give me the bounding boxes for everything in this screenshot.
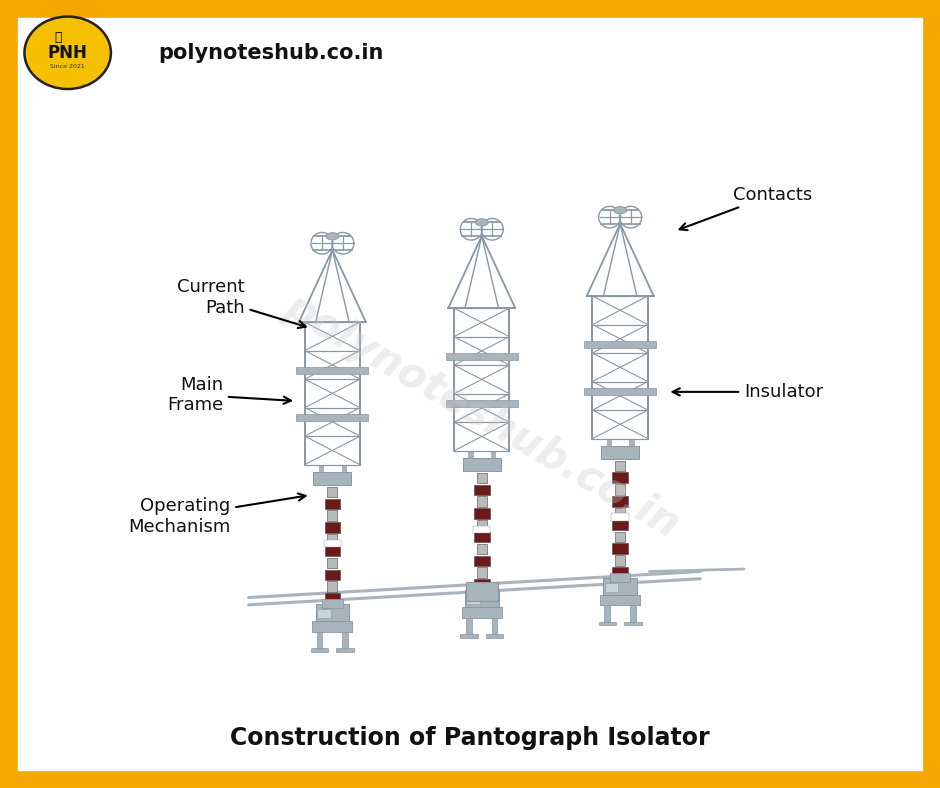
Bar (327, 582, 337, 592)
Bar (584, 341, 656, 348)
Bar (612, 520, 628, 530)
Bar (466, 595, 479, 604)
Bar (599, 622, 616, 626)
Text: PNH: PNH (48, 44, 87, 61)
Bar (465, 582, 498, 600)
Bar (324, 546, 340, 556)
Text: Contacts: Contacts (680, 186, 812, 230)
Text: polynoteshub.co.in: polynoteshub.co.in (277, 286, 686, 547)
Bar (611, 514, 629, 521)
Bar (486, 634, 503, 637)
Bar (319, 465, 323, 472)
Bar (624, 622, 642, 626)
Bar (584, 388, 656, 395)
Bar (327, 534, 337, 545)
Bar (477, 496, 487, 507)
Text: Since 2021: Since 2021 (51, 65, 85, 69)
Bar (474, 579, 490, 589)
Bar (473, 526, 491, 533)
Bar (604, 583, 619, 592)
Bar (324, 499, 340, 509)
Bar (610, 573, 631, 582)
Bar (602, 446, 639, 459)
Bar (342, 631, 348, 649)
Bar (477, 473, 487, 483)
Bar (612, 473, 628, 483)
Bar (465, 589, 498, 607)
Bar (296, 414, 368, 422)
Bar (341, 465, 346, 472)
Bar (491, 451, 495, 458)
Bar (477, 567, 487, 578)
Bar (603, 578, 637, 594)
Bar (492, 618, 497, 634)
Bar (327, 558, 337, 568)
Text: polynoteshub.co.in: polynoteshub.co.in (158, 43, 384, 63)
Bar (461, 634, 478, 637)
Bar (446, 353, 518, 360)
Bar (474, 485, 490, 495)
Bar (474, 508, 490, 519)
Bar (630, 605, 635, 623)
Bar (327, 511, 337, 521)
Bar (615, 556, 625, 566)
Bar (327, 487, 337, 497)
Text: 🎓: 🎓 (55, 31, 62, 43)
Bar (324, 522, 340, 533)
Bar (323, 540, 341, 547)
Bar (462, 607, 502, 618)
Bar (630, 439, 634, 446)
Bar (312, 621, 352, 631)
Bar (477, 544, 487, 554)
Bar (311, 648, 328, 652)
Text: Current
Path: Current Path (178, 278, 306, 328)
Bar (462, 458, 501, 471)
Bar (446, 400, 518, 407)
Bar (317, 631, 322, 649)
Bar (296, 367, 368, 374)
Bar (474, 556, 490, 566)
Bar (474, 532, 490, 542)
Bar (313, 472, 352, 485)
Bar (615, 485, 625, 495)
Bar (615, 508, 625, 519)
Bar (322, 599, 342, 608)
Bar (612, 544, 628, 554)
Bar (337, 648, 354, 652)
Bar (604, 605, 610, 623)
Bar (612, 567, 628, 578)
Text: Main
Frame: Main Frame (167, 376, 290, 414)
Bar (317, 609, 331, 619)
Bar (324, 593, 340, 604)
Bar (606, 439, 611, 446)
Bar (612, 496, 628, 507)
Bar (615, 532, 625, 542)
Text: Insulator: Insulator (673, 383, 823, 401)
Bar (316, 604, 349, 621)
Ellipse shape (476, 219, 488, 226)
Bar (600, 594, 640, 605)
Ellipse shape (326, 232, 339, 240)
Text: Operating
Mechanism: Operating Mechanism (128, 493, 306, 536)
Bar (468, 451, 473, 458)
Bar (324, 570, 340, 580)
Bar (477, 520, 487, 530)
Text: Construction of Pantograph Isolator: Construction of Pantograph Isolator (230, 727, 710, 750)
Ellipse shape (614, 206, 627, 214)
Bar (466, 618, 472, 634)
Bar (615, 461, 625, 471)
Bar (472, 585, 492, 594)
